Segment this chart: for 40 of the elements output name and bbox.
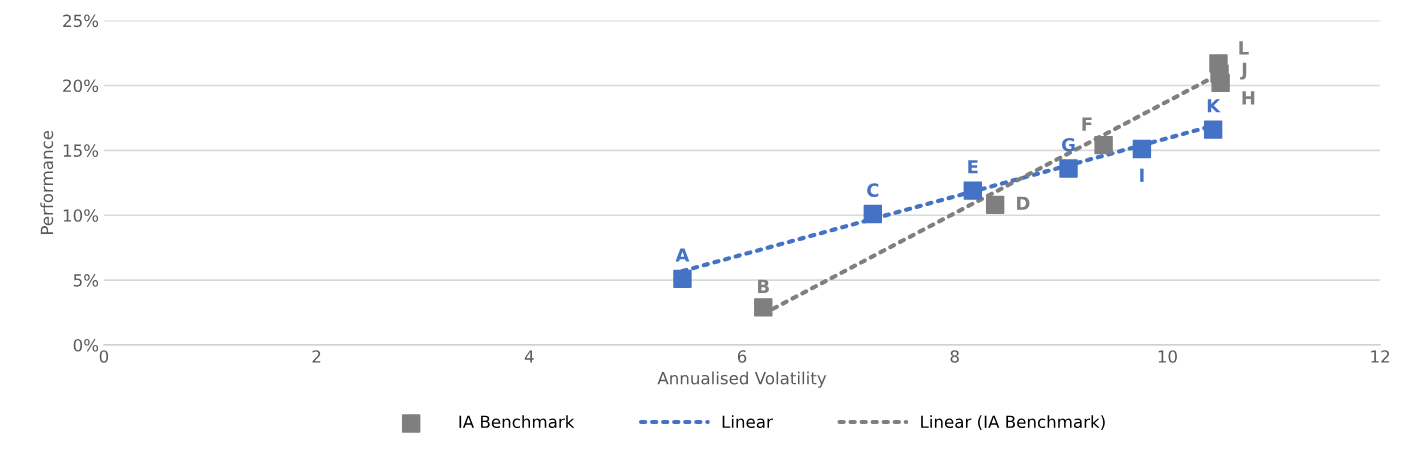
data-label: C <box>867 183 879 197</box>
point <box>963 181 983 200</box>
legend-label: IA Benchmark <box>459 415 575 429</box>
point <box>1132 139 1152 159</box>
data-label: E <box>968 160 978 174</box>
data-label: I <box>1140 168 1144 182</box>
data-label: L <box>1239 41 1249 55</box>
x-tick-label: 10 <box>1158 350 1177 363</box>
x-axis-title: Annualised Volatility <box>657 371 827 388</box>
x-tick-label: 4 <box>524 350 534 363</box>
x-tick-label: 12 <box>1371 350 1390 363</box>
y-tick-label: 0% <box>73 339 99 352</box>
y-tick-label: 10% <box>63 209 99 222</box>
point <box>754 298 773 317</box>
point <box>1059 159 1078 178</box>
x-tick-label: 0 <box>99 350 109 363</box>
data-label: D <box>1017 196 1030 210</box>
y-axis-title: Performance <box>40 130 54 234</box>
point <box>673 269 692 289</box>
point <box>1094 135 1113 155</box>
legend-label: Linear (IA Benchmark) <box>921 415 1105 431</box>
y-tick-label: 25% <box>63 14 99 28</box>
x-tick-label: 8 <box>950 350 959 363</box>
data-label: H <box>1242 91 1255 105</box>
y-tick-label: 5% <box>73 274 99 287</box>
x-tick-label: 2 <box>312 350 321 363</box>
data-label: G <box>1062 137 1075 152</box>
data-label: B <box>758 279 769 293</box>
x-tick-label: 6 <box>737 350 747 363</box>
legend-label: Linear <box>722 415 773 429</box>
point <box>1203 120 1223 139</box>
data-label: K <box>1207 99 1221 113</box>
point <box>1209 54 1228 73</box>
y-tick-label: 20% <box>63 79 99 93</box>
data-label: F <box>1082 117 1092 131</box>
data-label: J <box>1240 62 1247 80</box>
point <box>985 195 1005 215</box>
y-tick-label: 15% <box>63 144 99 157</box>
point <box>863 204 883 224</box>
data-label: A <box>675 248 690 262</box>
